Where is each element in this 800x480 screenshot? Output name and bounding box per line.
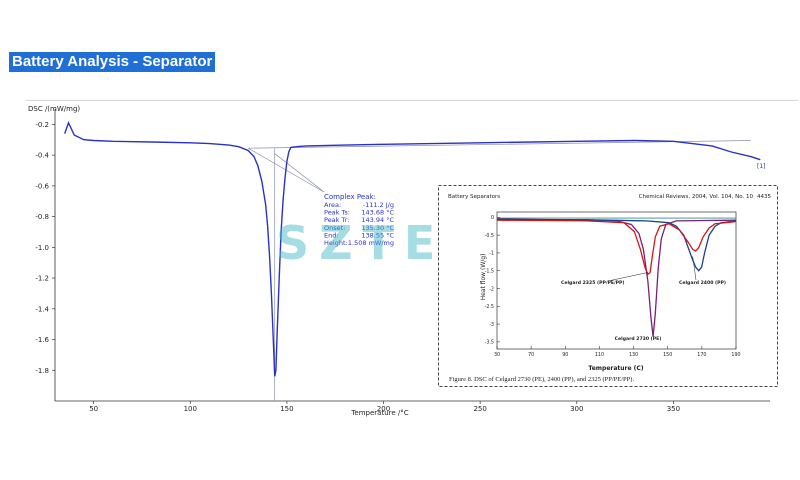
peak-info-heading: Complex Peak: — [324, 193, 376, 201]
inset-y-tick-label: -0.5 — [485, 233, 494, 239]
chart-panel: DSC /(mW/mg) [1] Temperature /°C -0.2 -0.… — [26, 100, 798, 419]
inset-x-tick-label: 190 — [731, 352, 740, 358]
inset-figure: Battery Separators Chemical Reviews, 200… — [438, 185, 778, 387]
inset-x-tick-label: 110 — [595, 352, 604, 358]
inset-header-right: Chemical Reviews, 2004, Vol. 104, No. 10 — [639, 194, 754, 200]
inset-x-tick-label: 150 — [663, 352, 672, 358]
page-title: Battery Analysis - Separator — [9, 52, 216, 72]
main-x-tick-label: 50 — [89, 405, 98, 413]
label-pp: Celgard 2400 (PP) — [679, 280, 726, 286]
main-x-tick-label: 350 — [667, 405, 680, 413]
peak-info-value: 138.55 °C — [361, 231, 394, 239]
inset-y-tick-label: -3.5 — [485, 340, 494, 346]
main-y-tick-label: -0.6 — [35, 182, 49, 190]
main-x-tick-label: 300 — [570, 405, 583, 413]
corner-tag: [1] — [757, 163, 766, 170]
main-y-axis-label: DSC /(mW/mg) — [28, 105, 80, 113]
inset-y-axis-label: Heat flow (W/g) — [480, 254, 487, 301]
inset-plot-frame — [496, 211, 737, 350]
main-y-tick-label: -0.2 — [35, 121, 49, 129]
main-y-tick-label: -1.6 — [35, 336, 49, 344]
inset-x-axis-label: Temperature (C) — [588, 365, 643, 372]
inset-x-tick-label: 170 — [697, 352, 706, 358]
main-x-tick-label: 150 — [280, 405, 293, 413]
inset-header-left: Battery Separators — [448, 194, 500, 200]
inset-x-tick-label: 30 — [494, 352, 500, 358]
peak-leader-line — [274, 153, 325, 193]
main-y-tick-label: -0.4 — [35, 152, 49, 160]
inset-y-tick-label: -1 — [489, 251, 494, 257]
main-x-axis-label: Temperature /°C — [350, 409, 408, 417]
main-x-tick-label: 200 — [377, 405, 390, 413]
inset-y-tick-label: 0 — [491, 215, 494, 221]
main-x-tick-label: 100 — [184, 405, 197, 413]
main-y-tick-label: -1.2 — [35, 275, 49, 283]
main-y-tick-label: -0.8 — [35, 213, 49, 221]
peak-info-label: Height: — [324, 239, 348, 247]
peak-info-label: End: — [324, 231, 339, 239]
peak-info-label: Onset: — [324, 224, 345, 232]
inset-y-tick-label: -1.5 — [485, 269, 494, 275]
dsc-curve-series — [64, 120, 761, 377]
inset-y-tick-label: -2 — [489, 286, 494, 292]
pp-label-pointer — [692, 256, 697, 281]
trilayer-label-pointer — [607, 272, 648, 282]
peak-info-value: -111.2 J/g — [363, 201, 394, 209]
main-dsc-chart: DSC /(mW/mg) [1] Temperature /°C -0.2 -0.… — [28, 105, 770, 417]
label-pe: Celgard 2730 (PE) — [615, 336, 662, 342]
peak-info-label: Area: — [324, 201, 341, 209]
peak-info-value: 1.508 mW/mg — [348, 239, 394, 247]
inset-y-tick-label: -3 — [489, 322, 494, 328]
peak-info-box: Complex Peak:Area: -111.2 J/g Peak Ts: 143.… — [324, 193, 394, 247]
inset-x-tick-label: 90 — [562, 352, 568, 358]
label-trilayer: Celgard 2325 (PP/PE/PP) — [561, 280, 625, 286]
inset-border — [438, 185, 778, 387]
peak-info-value: 135.30 °C — [361, 224, 394, 232]
main-y-tick-label: -1.0 — [35, 244, 49, 252]
peak-info-label: Peak Ts: — [324, 209, 350, 217]
peak-info-label: Peak Tr: — [324, 216, 349, 224]
inset-y-tick-label: -2.5 — [485, 304, 494, 310]
inset-page-number: 4435 — [757, 194, 771, 200]
main-x-tick-label: 250 — [473, 405, 486, 413]
inset-x-tick-label: 70 — [528, 352, 534, 358]
trilayer-series-line — [496, 219, 737, 276]
inset-caption: Figure 8. DSC of Celgard 2730 (PE), 2400… — [449, 376, 634, 383]
peak-info-value: 143.68 °C — [361, 209, 394, 217]
pp-series-line — [496, 218, 737, 272]
main-y-tick-label: -1.8 — [35, 367, 49, 375]
inset-x-tick-label: 130 — [629, 352, 638, 358]
peak-info-value: 143.94 °C — [361, 216, 394, 224]
main-y-tick-label: -1.4 — [35, 305, 49, 313]
